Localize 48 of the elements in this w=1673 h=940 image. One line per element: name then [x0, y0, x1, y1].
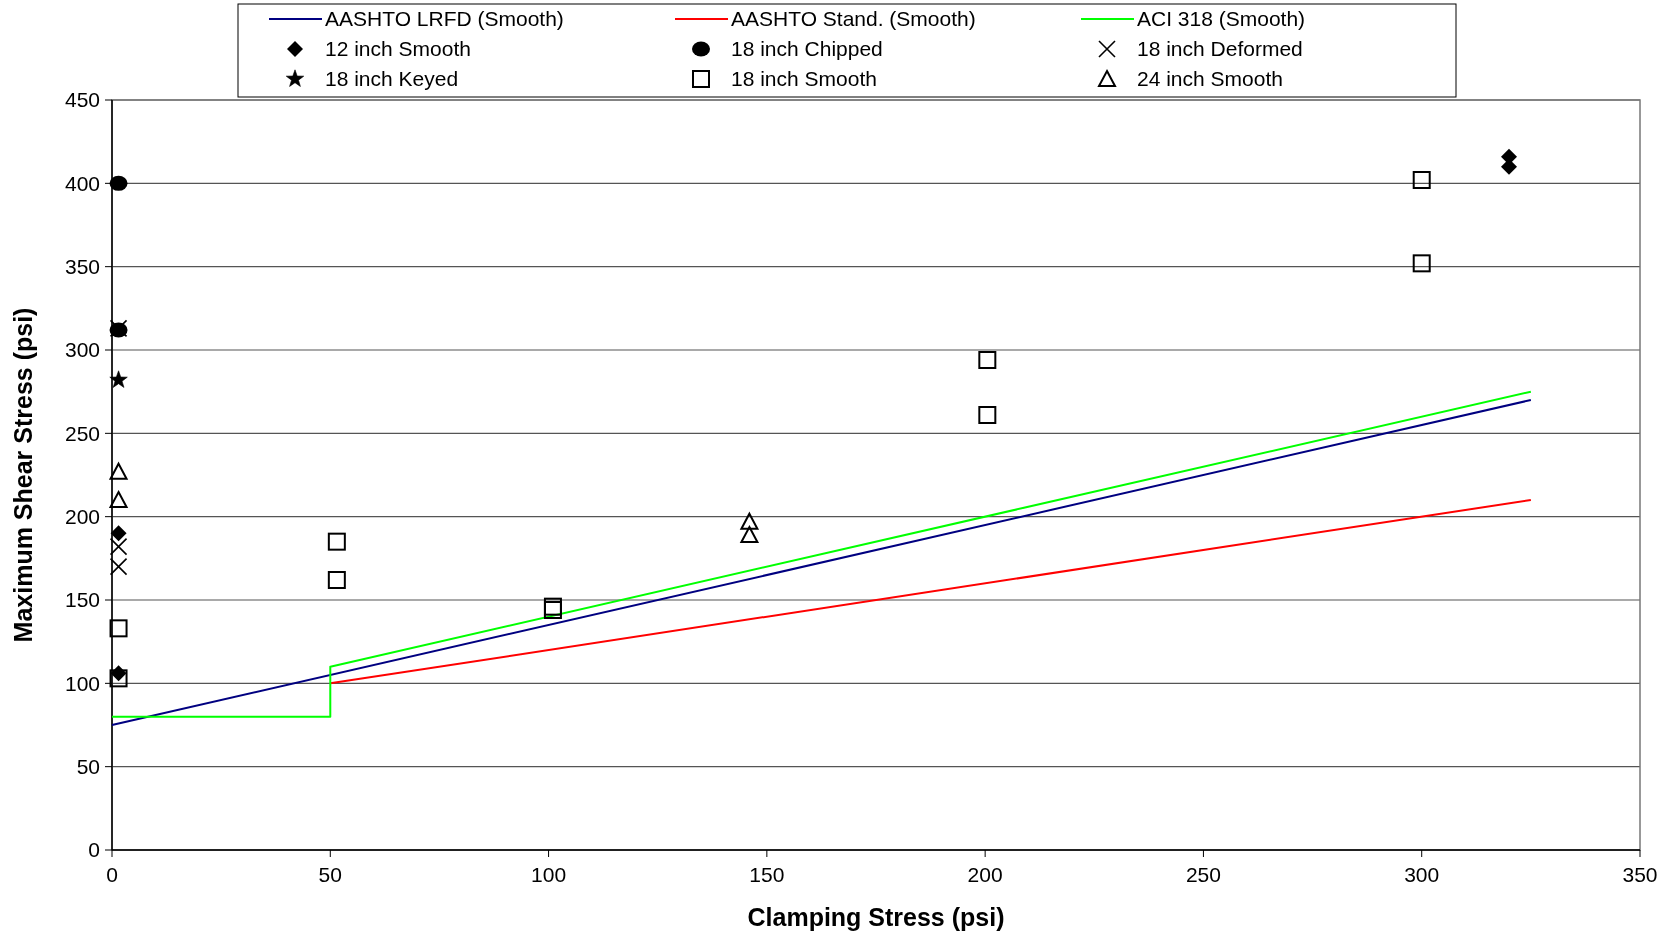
legend-label: 18 inch Smooth	[731, 67, 877, 91]
y-tick-label: 150	[64, 588, 100, 612]
legend-label: 18 inch Deformed	[1137, 37, 1303, 61]
x-tick-label: 100	[531, 863, 567, 886]
point	[978, 406, 997, 424]
y-tick-label: 400	[64, 171, 100, 195]
x-axis-title: Clamping Stress (psi)	[747, 903, 1005, 931]
point	[109, 491, 128, 508]
legend-label: 18 inch Keyed	[325, 67, 459, 91]
point	[109, 175, 128, 191]
y-tick-label: 300	[64, 338, 100, 362]
point	[740, 512, 759, 530]
legend-label: 12 inch Smooth	[325, 37, 471, 61]
y-tick-label: 200	[64, 505, 100, 529]
point	[327, 532, 346, 551]
point	[109, 557, 128, 576]
y-tick-label: 450	[64, 88, 100, 112]
y-tick-label: 350	[64, 255, 100, 279]
point	[109, 370, 128, 388]
x-tick-label: 200	[967, 863, 1003, 886]
point	[109, 669, 128, 688]
y-tick-label: 250	[64, 421, 100, 445]
point	[1412, 171, 1431, 189]
legend-label: AASHTO LRFD (Smooth)	[325, 7, 564, 31]
point	[1412, 254, 1431, 273]
legend-label: 18 inch Chipped	[731, 37, 883, 61]
x-tick-label: 50	[318, 863, 342, 886]
point	[543, 597, 562, 616]
legend-label: 24 inch Smooth	[1137, 67, 1283, 91]
y-tick-label: 100	[64, 671, 100, 695]
point	[740, 526, 759, 543]
x-tick-label: 0	[106, 863, 118, 886]
y-tick-label: 0	[88, 838, 100, 862]
x-tick-label: 300	[1404, 863, 1440, 886]
y-tick-label: 50	[76, 755, 100, 779]
point	[327, 571, 346, 589]
point	[978, 351, 997, 369]
point	[110, 525, 127, 542]
x-tick-label: 150	[749, 863, 785, 886]
x-tick-label: 250	[1185, 863, 1221, 886]
legend-label: AASHTO Stand. (Smooth)	[731, 7, 976, 31]
point	[109, 462, 128, 480]
legend-label: ACI 318 (Smooth)	[1137, 7, 1306, 31]
point	[109, 537, 128, 556]
point	[543, 601, 562, 619]
y-axis-title: Maximum Shear Stress (psi)	[9, 307, 37, 643]
x-tick-label: 350	[1622, 863, 1658, 886]
point	[109, 619, 128, 638]
